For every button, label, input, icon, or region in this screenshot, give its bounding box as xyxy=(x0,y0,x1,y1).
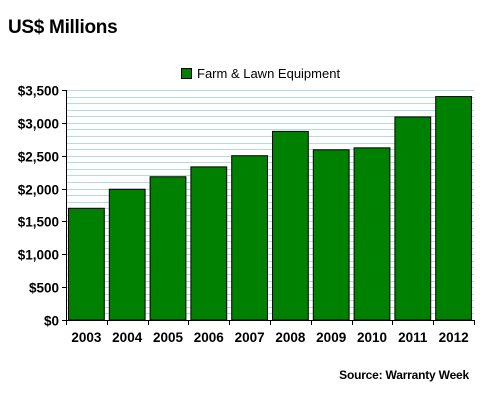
bar xyxy=(190,166,228,321)
legend-swatch xyxy=(181,68,192,79)
bar xyxy=(108,188,146,321)
x-tick-labels: 2003 2004 2005 2006 2007 2008 2009 2010 2011 2012 xyxy=(71,330,468,345)
y-tick-label: $3,000 xyxy=(18,117,59,132)
bars xyxy=(68,96,473,321)
bar xyxy=(231,155,268,321)
y-tick-label: $500 xyxy=(29,281,59,296)
bar xyxy=(272,130,309,321)
y-tick-label: $1,500 xyxy=(18,215,59,230)
x-tick-label: 2004 xyxy=(112,330,143,345)
y-tick-label: $1,000 xyxy=(18,248,59,263)
bar xyxy=(312,149,350,321)
x-tick-label: 2010 xyxy=(357,330,387,345)
bar xyxy=(149,176,187,321)
y-tick-labels: $0 $500 $1,000 $1,500 $2,000 $2,500 $3,000 $3,5… xyxy=(18,84,59,329)
source-note: Source: Warranty Week xyxy=(339,368,469,382)
x-tick-label: 2003 xyxy=(71,330,102,345)
x-tick-label: 2007 xyxy=(235,330,265,345)
x-tick-label: 2009 xyxy=(316,330,346,345)
y-tick-label: $0 xyxy=(44,314,59,329)
x-tick-label: 2006 xyxy=(194,330,225,345)
y-tick-label: $2,500 xyxy=(18,150,59,165)
y-tick-label: $3,500 xyxy=(18,84,59,99)
x-tick-label: 2005 xyxy=(153,330,184,345)
legend-label: Farm & Lawn Equipment xyxy=(197,66,341,81)
bar xyxy=(435,96,473,321)
x-tick-label: 2008 xyxy=(275,330,306,345)
x-tick-label: 2012 xyxy=(439,330,469,345)
bar xyxy=(68,207,105,321)
y-tick-label: $2,000 xyxy=(18,183,59,198)
bar xyxy=(394,116,432,321)
bar xyxy=(353,147,391,321)
x-tick-label: 2011 xyxy=(398,330,428,345)
legend: Farm & Lawn Equipment xyxy=(181,66,340,81)
axes xyxy=(62,90,475,325)
chart-title: US$ Millions xyxy=(8,17,118,38)
